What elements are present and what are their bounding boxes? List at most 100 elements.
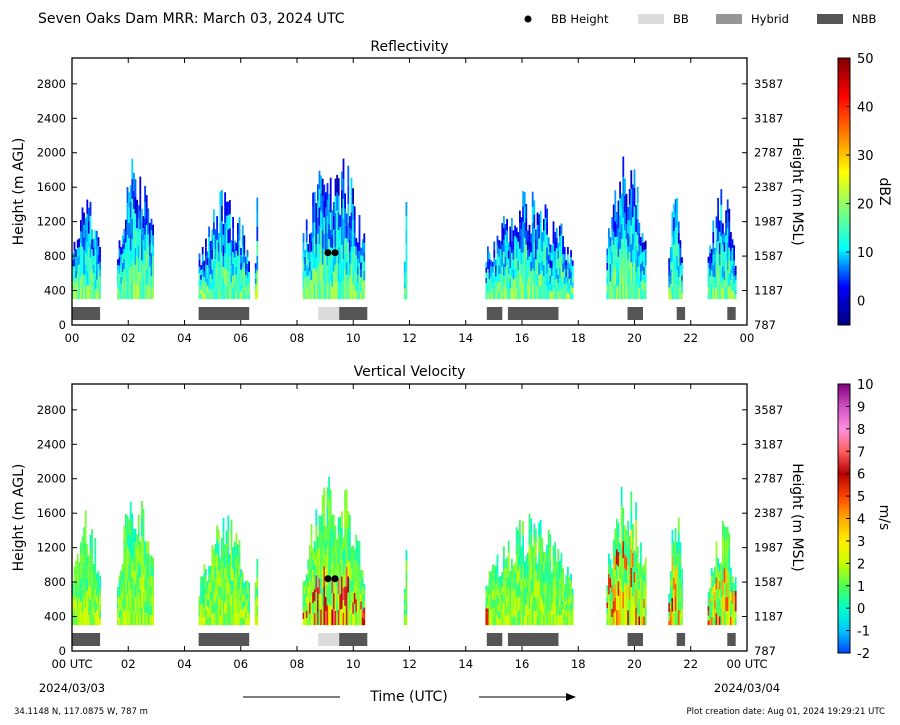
precip-cell xyxy=(72,273,74,280)
x-tick-label: 02 xyxy=(121,331,136,345)
precip-cell xyxy=(538,522,540,538)
precip-cell xyxy=(216,610,218,626)
precip-cell xyxy=(560,563,563,574)
precip-cell xyxy=(507,588,510,601)
precip-cell xyxy=(305,276,308,288)
precip-cell xyxy=(214,602,217,614)
precip-cell xyxy=(72,259,74,267)
precip-cell xyxy=(307,283,310,292)
precip-cell xyxy=(142,525,145,543)
precip-cell xyxy=(403,261,406,267)
precip-cell xyxy=(528,545,531,562)
precip-cell xyxy=(640,566,642,578)
precip-cell xyxy=(612,272,615,286)
precip-cell xyxy=(339,609,342,626)
precip-cell xyxy=(633,572,636,583)
precip-cell xyxy=(97,237,100,247)
precip-cell xyxy=(616,224,618,237)
precip-cell xyxy=(152,235,154,246)
precip-cell xyxy=(326,585,329,606)
precip-cell xyxy=(547,584,550,598)
precip-cell xyxy=(126,203,129,220)
precip-period xyxy=(254,558,259,626)
precip-cell xyxy=(644,282,647,291)
precip-cell xyxy=(88,575,90,586)
y-tick-label: 2800 xyxy=(37,403,66,417)
precip-cell xyxy=(720,236,723,252)
precip-cell xyxy=(73,575,76,584)
precip-cell xyxy=(535,542,537,557)
precip-cell xyxy=(203,581,206,591)
precip-cell xyxy=(238,564,241,577)
precip-cell xyxy=(357,283,359,292)
precip-cell xyxy=(628,251,631,268)
precip-cell xyxy=(222,288,225,300)
precip-cell xyxy=(91,239,93,250)
precip-cell xyxy=(76,553,79,564)
precip-cell xyxy=(617,271,620,286)
precip-cell xyxy=(512,573,515,583)
precip-cell xyxy=(349,287,351,300)
precip-cell xyxy=(326,216,329,233)
bb-class-nbb-bar xyxy=(627,633,643,646)
precip-cell xyxy=(525,231,528,245)
precip-cell xyxy=(568,263,571,269)
precip-cell xyxy=(336,576,338,589)
precip-cell xyxy=(617,610,620,626)
figure-title: Seven Oaks Dam MRR: March 03, 2024 UTC xyxy=(38,11,345,27)
precip-cell xyxy=(570,285,572,293)
precip-cell xyxy=(339,227,342,240)
precip-cell xyxy=(549,534,552,548)
precip-cell xyxy=(487,608,489,614)
precip-cell xyxy=(118,240,121,249)
precip-cell xyxy=(531,222,534,238)
precip-cell xyxy=(520,613,523,626)
precip-cell xyxy=(614,570,617,584)
precip-cell xyxy=(198,279,201,287)
precip-cell xyxy=(137,245,140,259)
precip-cell xyxy=(635,218,637,232)
precip-cell xyxy=(487,276,489,285)
precip-cell xyxy=(357,589,359,602)
precip-cell xyxy=(515,597,518,612)
precip-cell xyxy=(677,548,680,564)
precip-cell xyxy=(511,276,513,288)
precip-cell xyxy=(123,539,126,554)
precip-cell xyxy=(213,247,215,261)
y-tick-label: 2800 xyxy=(37,77,66,91)
precip-cell xyxy=(622,591,625,609)
precip-cell xyxy=(715,287,718,300)
precip-cell xyxy=(614,528,617,543)
precip-cell xyxy=(496,235,499,245)
precip-cell xyxy=(203,277,206,283)
y-tick-label: 400 xyxy=(44,284,66,298)
precip-cell xyxy=(715,263,718,276)
precip-cell xyxy=(616,564,618,580)
precip-cell xyxy=(624,195,626,213)
precip-cell xyxy=(622,156,625,177)
precip-cell xyxy=(616,212,618,225)
precip-cell xyxy=(304,271,306,278)
precip-cell xyxy=(229,270,231,285)
precip-cell xyxy=(225,611,228,626)
precip-cell xyxy=(73,600,76,609)
precip-cell xyxy=(149,223,151,234)
precip-cell xyxy=(551,610,553,618)
precip-cell xyxy=(302,270,305,281)
precip-cell xyxy=(628,535,631,549)
precip-cell xyxy=(640,245,642,255)
precip-cell xyxy=(347,165,350,185)
precip-cell xyxy=(714,262,716,270)
precip-cell xyxy=(134,282,137,300)
precip-cell xyxy=(357,565,359,578)
precip-cell xyxy=(336,563,338,576)
precip-cell xyxy=(643,607,645,617)
precip-cell xyxy=(229,604,231,615)
precip-cell xyxy=(318,170,321,190)
precip-cell xyxy=(541,612,544,626)
precip-cell xyxy=(150,230,153,242)
precip-cell xyxy=(731,597,734,605)
precip-cell xyxy=(358,541,361,554)
precip-cell xyxy=(302,618,305,626)
precip-cell xyxy=(206,251,209,259)
